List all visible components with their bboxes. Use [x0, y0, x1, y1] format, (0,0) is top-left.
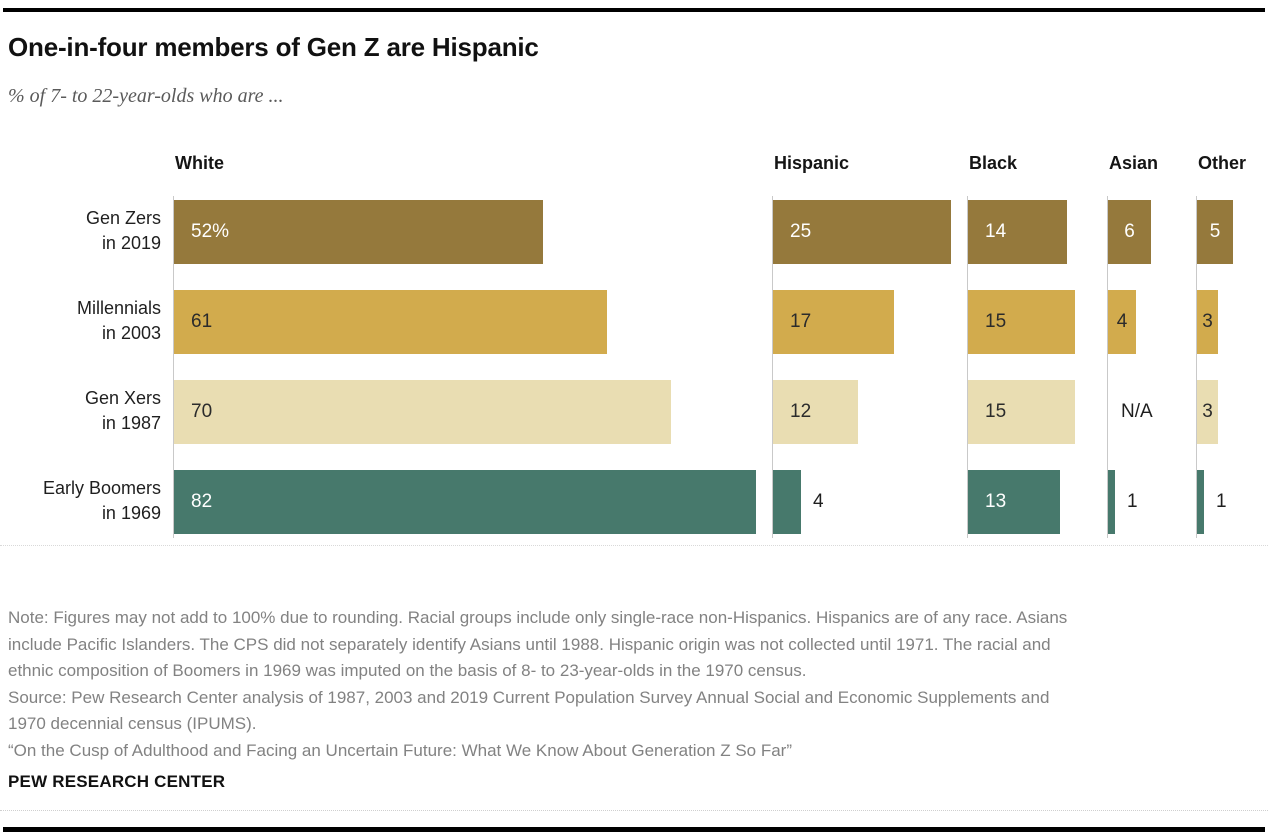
bottom-divider	[3, 827, 1265, 832]
chart-notes-divider	[0, 545, 1268, 546]
value-label-hispanic-millennials-in-2003: 17	[790, 311, 812, 332]
axis-line-asian	[1107, 196, 1108, 538]
bar-other-early-boomers-in-1969	[1197, 470, 1204, 534]
value-label-asian-gen-zers-in-2019: 6	[1124, 221, 1135, 242]
bottom-thin-divider	[0, 810, 1268, 811]
column-header-black: Black	[969, 153, 1018, 173]
bar-black-gen-zers-in-2019	[968, 200, 1067, 264]
bar-hispanic-gen-xers-in-1987	[773, 380, 858, 444]
axis-line-black	[967, 196, 968, 538]
value-label-black-gen-xers-in-1987: 15	[985, 401, 1007, 422]
bar-black-gen-xers-in-1987	[968, 380, 1075, 444]
value-label-white-gen-xers-in-1987: 70	[191, 401, 213, 422]
bar-white-gen-zers-in-2019	[174, 200, 543, 264]
source-line: 1970 decennial census (IPUMS).	[8, 714, 257, 733]
bar-other-millennials-in-2003	[1197, 290, 1218, 354]
value-label-black-gen-zers-in-2019: 14	[985, 221, 1007, 242]
source-line: Source: Pew Research Center analysis of …	[8, 687, 1050, 707]
row-label-gen-xers-in-1987: Gen Xers in 1987	[84, 388, 161, 433]
row-label-gen-zers-in-2019: Gen Zers in 2019	[85, 208, 161, 253]
value-label-other-gen-zers-in-2019: 5	[1209, 221, 1221, 242]
column-header-asian: Asian	[1109, 153, 1159, 173]
value-label-asian-early-boomers-in-1969: 1	[1127, 491, 1138, 512]
page-subtitle: % of 7- to 22-year-olds who are ...	[8, 85, 284, 107]
value-label-asian-millennials-in-2003: 4	[1116, 311, 1128, 332]
bar-hispanic-millennials-in-2003	[773, 290, 894, 354]
row-label-millennials-in-2003: Millennials in 2003	[76, 298, 161, 343]
report-title-line: “On the Cusp of Adulthood and Facing an …	[8, 740, 793, 760]
page-title: One-in-four members of Gen Z are Hispani…	[8, 32, 539, 62]
value-label-other-millennials-in-2003: 3	[1202, 311, 1213, 332]
axis-line-hispanic	[772, 196, 773, 538]
column-header-white: White	[175, 153, 224, 173]
bar-asian-early-boomers-in-1969	[1108, 470, 1115, 534]
note-line: Note: Figures may not add to 100% due to…	[8, 608, 1068, 627]
bar-black-early-boomers-in-1969	[968, 470, 1060, 534]
axis-line-other	[1196, 196, 1197, 538]
pew-research-center-wordmark: PEW RESEARCH CENTER	[8, 772, 226, 791]
value-label-black-millennials-in-2003: 15	[985, 311, 1007, 332]
bar-white-millennials-in-2003	[174, 290, 607, 354]
value-label-asian-gen-xers-in-1987: N/A	[1121, 401, 1153, 422]
value-label-other-early-boomers-in-1969: 1	[1216, 491, 1227, 512]
note-line: ethnic composition of Boomers in 1969 wa…	[8, 661, 807, 680]
top-divider	[3, 8, 1265, 12]
note-line: include Pacific Islanders. The CPS did n…	[8, 634, 1051, 654]
grouped-bar-chart: White Hispanic Black Asian Other Gen Zers in …	[42, 153, 1247, 538]
bar-white-gen-xers-in-1987	[174, 380, 671, 444]
bar-asian-gen-zers-in-2019	[1108, 200, 1151, 264]
bar-hispanic-gen-zers-in-2019	[773, 200, 951, 264]
value-label-hispanic-early-boomers-in-1969: 4	[813, 491, 824, 512]
column-header-hispanic: Hispanic	[774, 153, 850, 173]
row-label-early-boomers-in-1969: Early Boomers in 1969	[42, 478, 161, 523]
bar-white-early-boomers-in-1969	[174, 470, 756, 534]
value-label-white-early-boomers-in-1969: 82	[191, 491, 213, 512]
value-label-white-millennials-in-2003: 61	[191, 311, 213, 332]
value-label-black-early-boomers-in-1969: 13	[985, 491, 1007, 512]
value-label-hispanic-gen-zers-in-2019: 25	[790, 221, 812, 242]
column-header-other: Other	[1198, 153, 1247, 173]
value-label-other-gen-xers-in-1987: 3	[1202, 401, 1213, 422]
axis-line-white	[173, 196, 174, 538]
bar-other-gen-zers-in-2019	[1197, 200, 1233, 264]
bar-other-gen-xers-in-1987	[1197, 380, 1218, 444]
notes-block: Note: Figures may not add to 100% due to…	[8, 605, 1262, 764]
bar-black-millennials-in-2003	[968, 290, 1075, 354]
value-label-white-gen-zers-in-2019: 52%	[191, 221, 230, 242]
bar-hispanic-early-boomers-in-1969	[773, 470, 801, 534]
value-label-hispanic-gen-xers-in-1987: 12	[790, 401, 812, 422]
bar-asian-millennials-in-2003	[1108, 290, 1136, 354]
